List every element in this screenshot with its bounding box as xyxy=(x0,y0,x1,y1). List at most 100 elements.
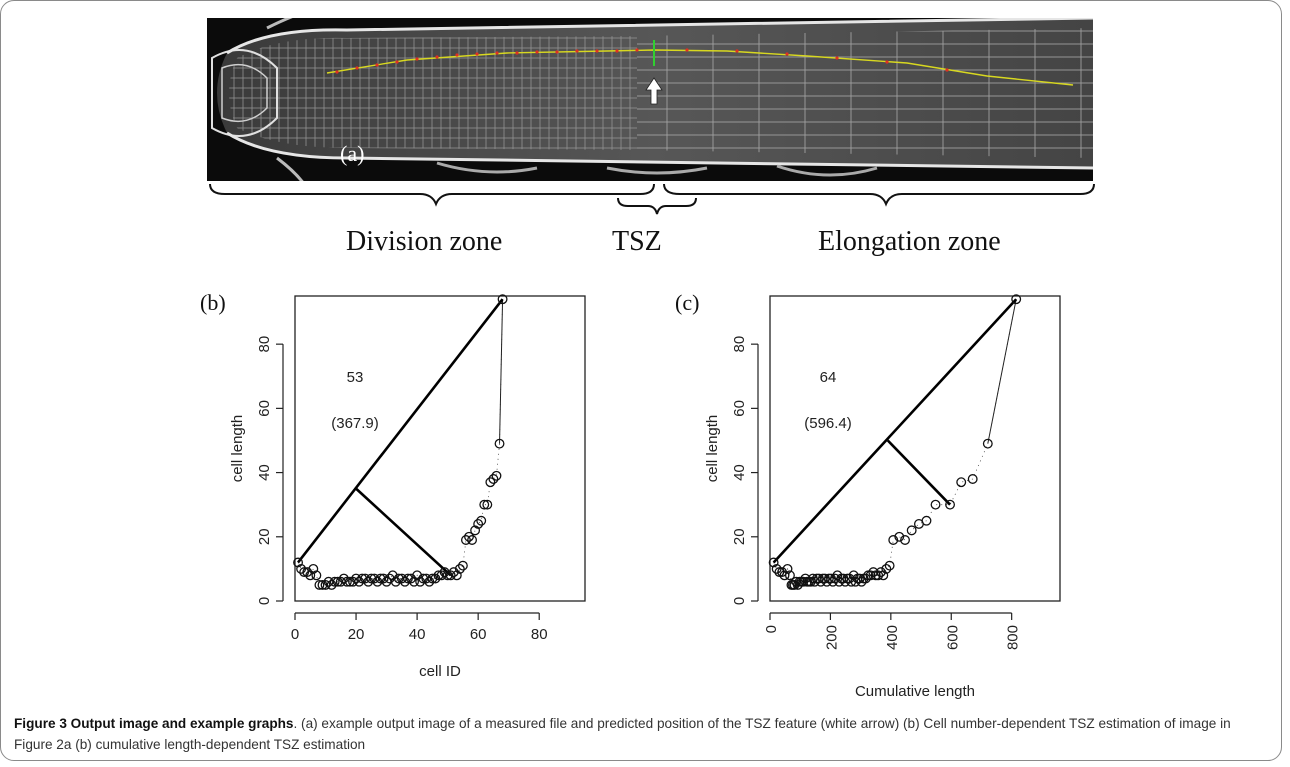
y-tick-label: 60 xyxy=(731,400,748,417)
tsz-arrow-icon xyxy=(645,77,663,105)
y-axis-title: cell length xyxy=(704,415,721,483)
data-point xyxy=(894,531,905,542)
tsz-label: TSZ xyxy=(612,226,662,257)
x-tick-label: 0 xyxy=(763,625,780,633)
data-point xyxy=(302,567,313,578)
data-point xyxy=(299,567,310,578)
plot-b-svg: (b) 0 20 40 60 80 0 20 40 60 80 cell ID cell length 5… xyxy=(200,290,586,680)
plot-frame xyxy=(294,295,586,602)
data-point xyxy=(868,567,879,578)
series-tail xyxy=(987,299,1017,444)
data-point xyxy=(779,570,790,581)
data-point xyxy=(860,573,871,584)
data-point xyxy=(888,535,899,545)
data-point xyxy=(329,576,340,587)
data-point xyxy=(406,573,416,584)
root-image xyxy=(211,18,1093,181)
x-tick-label: 600 xyxy=(944,625,961,650)
annotation-index: 64 xyxy=(820,369,837,386)
baseline-line xyxy=(297,298,504,564)
data-point xyxy=(296,563,307,574)
data-point xyxy=(314,579,325,590)
plot-frame xyxy=(769,295,1061,602)
data-point xyxy=(784,570,795,581)
y-tick-label: 0 xyxy=(731,597,748,605)
y-tick-label: 20 xyxy=(731,528,748,545)
data-point xyxy=(402,573,413,584)
y-tick-label: 80 xyxy=(256,336,273,353)
y-tick-label: 0 xyxy=(256,597,273,605)
data-point xyxy=(906,525,917,536)
tsz-brace xyxy=(617,197,697,215)
elongation-zone-label: Elongation zone xyxy=(818,226,1001,257)
data-point xyxy=(884,560,895,571)
x-tick-label: 60 xyxy=(470,626,487,643)
data-point xyxy=(451,570,462,581)
y-axis-title: cell length xyxy=(229,415,246,483)
data-point xyxy=(457,560,468,571)
data-point xyxy=(467,535,478,545)
data-point xyxy=(476,515,487,526)
x-tick-label: 800 xyxy=(1005,625,1022,650)
baseline-line xyxy=(772,298,1018,564)
data-point xyxy=(326,579,337,590)
y-tick-label: 40 xyxy=(256,464,273,481)
x-axis-title: cell ID xyxy=(419,663,461,680)
annotation-value: (367.9) xyxy=(331,415,379,432)
division-zone-label: Division zone xyxy=(346,226,503,257)
series-connector xyxy=(773,299,1017,586)
data-point xyxy=(454,563,465,574)
annotation-index: 53 xyxy=(347,369,364,386)
x-tick-label: 40 xyxy=(409,626,426,643)
x-tick-label: 200 xyxy=(823,625,840,650)
data-point xyxy=(881,563,892,574)
data-point xyxy=(305,570,316,581)
data-point xyxy=(412,570,423,581)
data-point xyxy=(900,535,910,545)
data-point xyxy=(341,576,352,587)
division-brace xyxy=(209,183,655,207)
data-point xyxy=(409,576,420,587)
data-point xyxy=(1011,294,1022,305)
data-point xyxy=(488,474,499,484)
y-tick-label: 20 xyxy=(256,528,273,545)
data-point xyxy=(875,567,886,578)
data-point xyxy=(338,573,349,584)
data-point xyxy=(956,477,967,488)
caption-title: Figure 3 Output image and example graphs xyxy=(14,716,294,731)
data-point xyxy=(320,579,331,590)
perpendicular-line xyxy=(886,439,951,506)
plot-c: (c) 0 200 400 600 800 0 20 40 60 80 Cumulative leng… xyxy=(675,278,1075,723)
panel-label: (c) xyxy=(675,290,699,315)
data-point xyxy=(774,567,785,578)
data-point xyxy=(348,576,358,587)
data-point xyxy=(448,567,459,578)
y-tick-label: 60 xyxy=(256,400,273,417)
data-point xyxy=(311,570,322,581)
data-point xyxy=(430,573,441,584)
perpendicular-line xyxy=(355,487,452,577)
microscopy-image xyxy=(207,18,1093,181)
zone-braces xyxy=(209,183,1095,215)
data-point xyxy=(482,499,493,510)
annotation-value: (596.4) xyxy=(804,415,852,432)
caption-text: . (a) example output image of a measured… xyxy=(14,716,1231,752)
panel-a-label: (a) xyxy=(340,141,365,166)
y-tick-label: 40 xyxy=(731,464,748,481)
data-point xyxy=(445,570,456,581)
x-tick-label: 400 xyxy=(884,625,901,650)
panel-label: (b) xyxy=(200,290,226,315)
data-point xyxy=(378,573,389,584)
x-tick-label: 80 xyxy=(531,626,548,643)
data-point xyxy=(873,570,884,581)
series-tail xyxy=(499,299,504,444)
data-point xyxy=(930,499,941,510)
data-point xyxy=(464,531,474,542)
data-point xyxy=(427,573,438,584)
data-point xyxy=(479,499,490,510)
data-point xyxy=(494,438,505,449)
data-point xyxy=(497,294,508,305)
data-point xyxy=(771,563,782,574)
series-connector xyxy=(297,299,503,586)
x-tick-label: 20 xyxy=(348,626,365,643)
